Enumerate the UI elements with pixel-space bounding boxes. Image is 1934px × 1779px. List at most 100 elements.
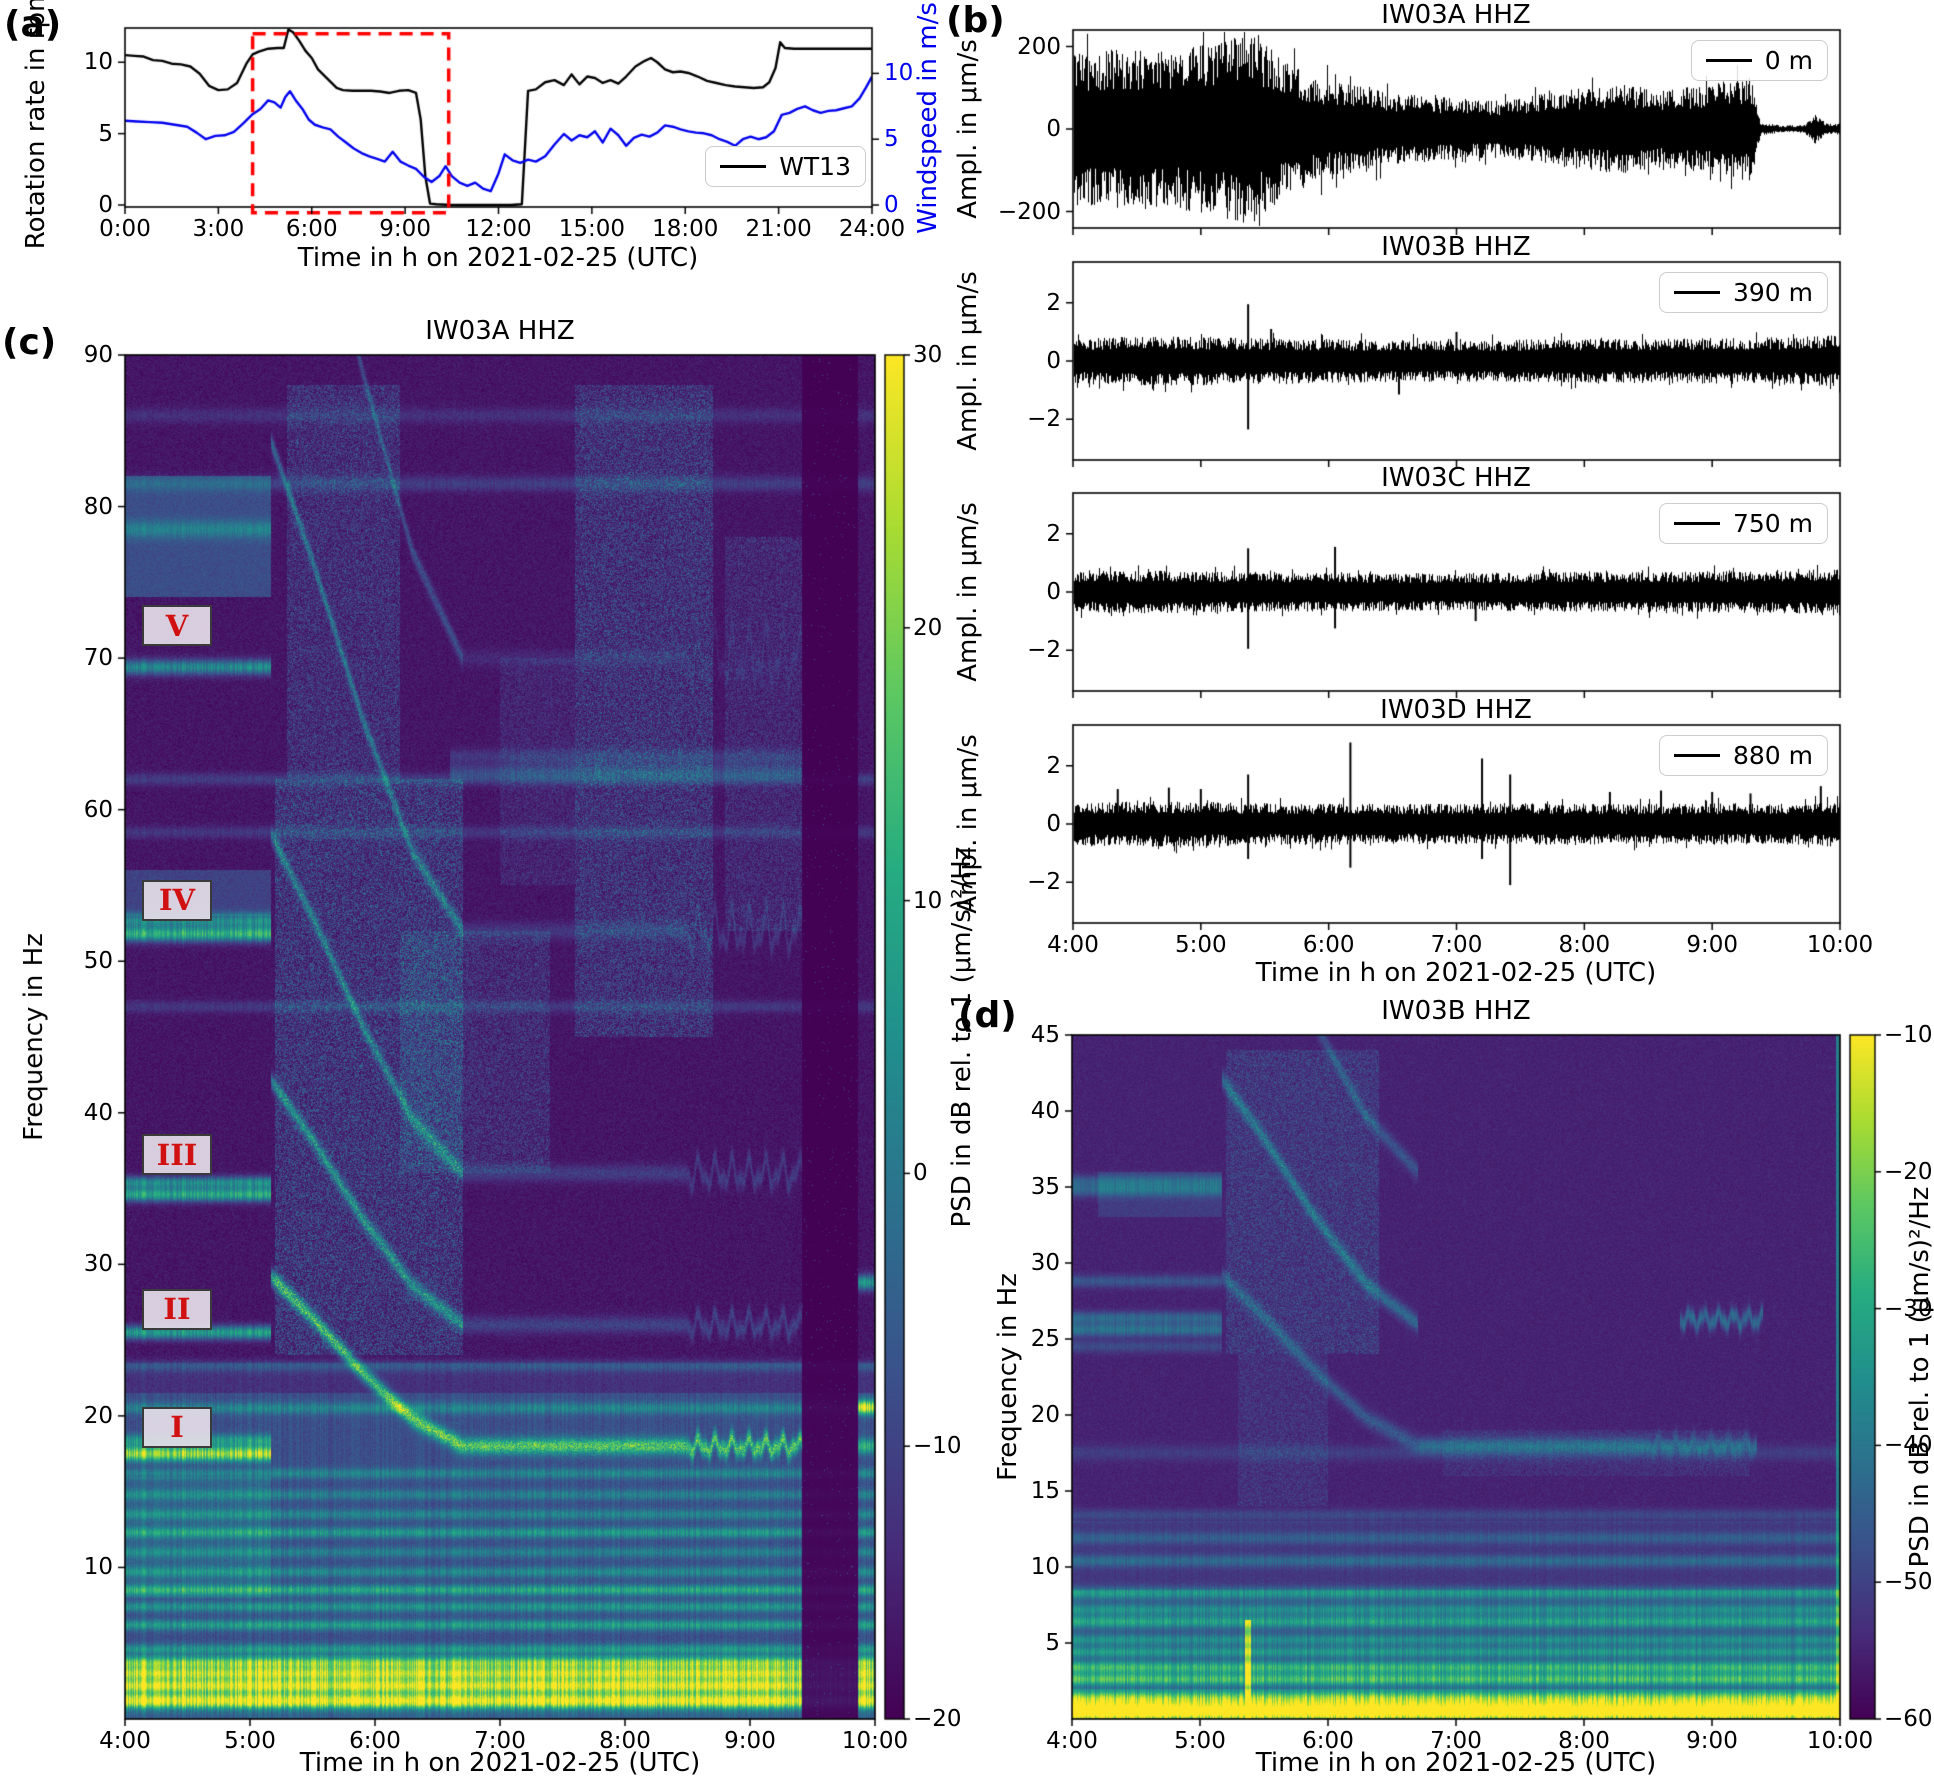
c-colorbar-tick: 0	[913, 1160, 928, 1187]
b-y-tick: 0	[1046, 579, 1061, 605]
a-x-tick: 18:00	[652, 216, 719, 242]
panel-b-legend-1: 0 m	[1690, 40, 1828, 81]
d-colorbar-tick: −10	[1884, 1022, 1933, 1048]
d-x-tick: 5:00	[1174, 1728, 1226, 1754]
c-y-tick: 10	[83, 1554, 113, 1581]
c-y-tick: 60	[83, 796, 113, 823]
d-colorbar-tick: −60	[1884, 1706, 1933, 1732]
panel-a-legend: WT13	[705, 146, 866, 187]
harmonic-label-IV: IV	[142, 879, 212, 921]
legend-line-sample	[1673, 291, 1720, 294]
panel-b-legend-2: 390 m	[1658, 272, 1828, 313]
d-y-tick: 45	[1030, 1022, 1060, 1048]
b-y-tick: 0	[1046, 811, 1061, 837]
panel-b-legend-label-4: 880 m	[1732, 741, 1813, 770]
legend-line-sample	[1705, 59, 1752, 62]
harmonic-label-V: V	[142, 605, 212, 647]
a-x-tick: 12:00	[465, 216, 532, 242]
legend-line-sample	[720, 165, 767, 168]
a-x-tick: 3:00	[192, 216, 245, 242]
panel-a-ylabel-left: Rotation rate in rpm	[21, 0, 51, 250]
panel-b-legend-4: 880 m	[1658, 735, 1828, 776]
d-x-tick: 6:00	[1302, 1728, 1354, 1754]
b-y-tick: 0	[1046, 348, 1061, 374]
a-x-tick: 0:00	[99, 216, 151, 242]
b-x-tick: 5:00	[1175, 932, 1227, 958]
a-x-tick: 15:00	[558, 216, 626, 242]
d-colorbar-tick: −40	[1884, 1432, 1933, 1459]
b-y-tick: 2	[1046, 289, 1061, 316]
c-y-tick: 90	[83, 342, 113, 368]
d-y-tick: 5	[1045, 1630, 1060, 1656]
panel-c-ylabel: Frequency in Hz	[19, 933, 49, 1141]
a-y-tick-right: 5	[884, 126, 899, 153]
c-colorbar-tick: 30	[913, 342, 943, 368]
a-x-tick: 21:00	[745, 216, 812, 242]
d-y-tick: 10	[1030, 1554, 1060, 1580]
harmonic-label-II: II	[142, 1288, 212, 1330]
panel-b-ylabel-3: Ampl. in μm/s	[953, 502, 983, 682]
b-y-tick: −2	[1027, 637, 1061, 664]
c-y-tick: 40	[83, 1099, 113, 1126]
a-y-tick-left: 0	[98, 192, 113, 218]
b-x-tick: 6:00	[1302, 932, 1355, 958]
d-x-tick: 10:00	[1806, 1728, 1874, 1754]
panel-b-title-1: IW03A HHZ	[1381, 0, 1531, 30]
c-y-tick: 30	[83, 1251, 113, 1278]
d-colorbar-tick: −30	[1884, 1295, 1933, 1322]
c-y-tick: 50	[83, 948, 113, 975]
panel-a-xlabel: Time in h on 2021-02-25 (UTC)	[297, 243, 699, 273]
c-colorbar-tick: −20	[913, 1706, 962, 1732]
panel-c-title: IW03A HHZ	[425, 316, 575, 346]
d-y-tick: 15	[1030, 1478, 1060, 1504]
panel-d-colorbar-label: PSD in dB rel. to 1 (μm/s)²/Hz	[1905, 1186, 1934, 1568]
panel-b-legend-label-1: 0 m	[1764, 46, 1813, 75]
b-y-tick: 200	[1017, 33, 1061, 60]
panel-c-label: (c)	[2, 322, 57, 363]
b-y-tick: 0	[1046, 116, 1061, 142]
harmonic-label-III: III	[142, 1134, 212, 1176]
d-y-tick: 35	[1030, 1174, 1060, 1200]
panel-b-label: (b)	[946, 0, 1005, 41]
panel-b-title-2: IW03B HHZ	[1381, 232, 1531, 262]
panel-b-title-3: IW03C HHZ	[1381, 463, 1531, 493]
harmonic-label-I: I	[142, 1406, 212, 1448]
b-y-tick: −2	[1027, 406, 1061, 433]
b-x-tick: 8:00	[1558, 932, 1611, 958]
legend-line-sample	[1673, 522, 1720, 525]
c-colorbar-tick: 20	[913, 614, 943, 641]
panel-c-colorbar-label: PSD in dB rel. to 1 (μm/s)²/Hz	[947, 846, 977, 1228]
c-colorbar-tick: −10	[913, 1433, 962, 1460]
b-y-tick: 2	[1046, 752, 1061, 779]
c-x-tick: 4:00	[99, 1728, 151, 1754]
c-x-tick: 9:00	[724, 1728, 776, 1754]
panel-b-legend-3: 750 m	[1658, 503, 1828, 544]
d-x-tick: 8:00	[1558, 1728, 1610, 1754]
c-x-tick: 10:00	[841, 1728, 909, 1754]
panel-a-label: (a)	[4, 4, 62, 45]
c-y-tick: 20	[83, 1402, 113, 1429]
b-y-tick: −200	[997, 198, 1061, 225]
panel-b-title-4: IW03D HHZ	[1380, 695, 1532, 725]
a-x-tick: 9:00	[379, 216, 431, 242]
panel-d-ylabel: Frequency in Hz	[993, 1273, 1023, 1481]
a-y-tick-right: 10	[884, 60, 914, 87]
d-colorbar-tick: −50	[1884, 1569, 1933, 1596]
d-colorbar-tick: −20	[1884, 1158, 1933, 1185]
a-y-tick-left: 5	[98, 120, 113, 147]
a-x-tick: 24:00	[838, 216, 906, 242]
c-x-tick: 6:00	[349, 1728, 401, 1754]
panel-d-label: (d)	[958, 995, 1017, 1036]
b-x-tick: 10:00	[1806, 932, 1874, 958]
d-x-tick: 9:00	[1686, 1728, 1738, 1754]
d-y-tick: 40	[1030, 1098, 1060, 1124]
d-y-tick: 25	[1030, 1326, 1060, 1352]
c-y-tick: 70	[83, 645, 113, 672]
b-x-tick: 7:00	[1430, 932, 1483, 958]
c-x-tick: 5:00	[224, 1728, 276, 1754]
b-y-tick: −2	[1027, 869, 1061, 896]
d-y-tick: 30	[1030, 1250, 1060, 1276]
d-x-tick: 4:00	[1046, 1728, 1098, 1754]
panel-d-xlabel: Time in h on 2021-02-25 (UTC)	[1255, 1748, 1657, 1778]
